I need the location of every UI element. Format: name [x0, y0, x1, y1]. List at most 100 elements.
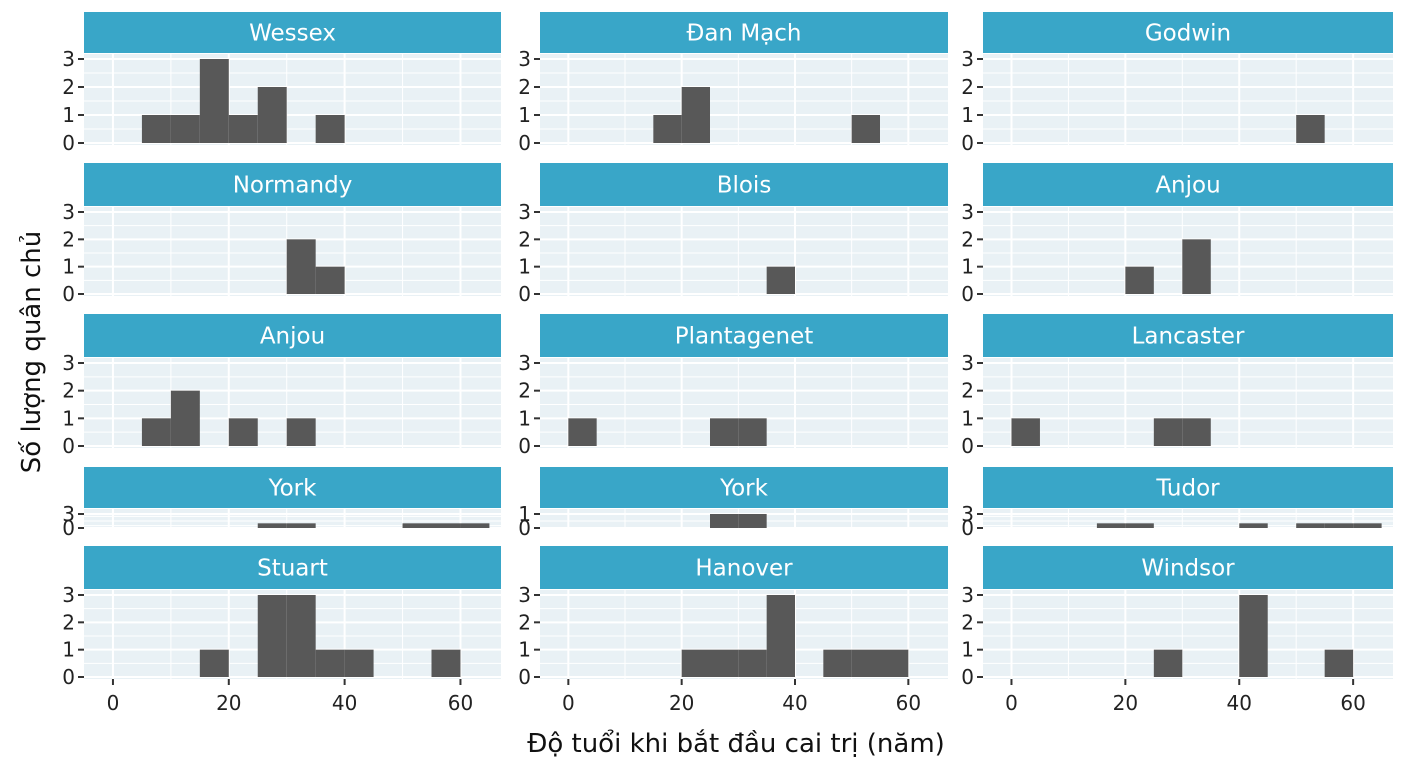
- histogram-bar: [1296, 115, 1325, 143]
- facet-title: York: [719, 476, 769, 502]
- y-tick-label: 1: [62, 406, 75, 430]
- histogram-bar: [1011, 418, 1040, 446]
- histogram-bar: [851, 649, 880, 677]
- facet-strip: [84, 163, 501, 206]
- panel-background: [983, 54, 1393, 145]
- y-tick-label: 3: [961, 47, 974, 71]
- histogram-bar: [766, 595, 795, 677]
- x-tick-label: 0: [562, 691, 575, 715]
- facet-strip: [84, 546, 501, 589]
- histogram-bar: [710, 649, 739, 677]
- y-tick-label: 3: [961, 583, 974, 607]
- y-tick-label: 3: [518, 200, 531, 224]
- histogram-bar: [1153, 418, 1183, 446]
- facet-title: York: [268, 476, 318, 502]
- y-tick-label: 0: [62, 282, 75, 306]
- histogram-bar: [315, 115, 345, 143]
- y-tick-label: 3: [62, 583, 75, 607]
- histogram-bar: [344, 649, 374, 677]
- histogram-bar: [1125, 266, 1154, 294]
- histogram-bar: [1324, 649, 1354, 677]
- facet-title: Lancaster: [1132, 324, 1245, 350]
- y-tick-label: 1: [62, 638, 75, 662]
- histogram-bar: [738, 514, 767, 528]
- facet-panel: Đan Mạch 0 1 2 3: [518, 12, 948, 155]
- y-tick-label: 1: [518, 406, 531, 430]
- histogram-bar: [402, 523, 432, 528]
- facet-panel: Anjou 0 1 2 3: [62, 314, 501, 458]
- facet-strip: [540, 314, 948, 357]
- x-tick-label: 20: [1113, 691, 1138, 715]
- facet-panel: Hanover 0 1 2 3 0 20 40 60: [518, 546, 948, 715]
- histogram-bar: [1324, 523, 1354, 528]
- histogram-bar: [228, 115, 258, 143]
- x-axis-title: Độ tuổi khi bắt đầu cai trị (năm): [527, 728, 945, 759]
- facet-title: Anjou: [1155, 173, 1220, 199]
- histogram-bar: [286, 239, 316, 294]
- facet-strip: [84, 467, 501, 508]
- histogram-bar: [1239, 595, 1268, 677]
- y-tick-label: 2: [961, 610, 974, 634]
- histogram-bar: [460, 523, 490, 528]
- y-tick-label: 1: [62, 255, 75, 279]
- y-tick-label: 0: [518, 131, 531, 155]
- histogram-bar: [1239, 523, 1268, 528]
- facet-title: Anjou: [260, 324, 325, 350]
- y-tick-label: 0: [961, 434, 974, 458]
- y-tick-label: 2: [961, 379, 974, 403]
- facet-title: Hanover: [695, 556, 793, 582]
- histogram-bar: [568, 418, 597, 446]
- facet-title: Plantagenet: [675, 324, 814, 350]
- facet-panel: Stuart 0 1 2 3 0 20 40 60: [62, 546, 501, 715]
- y-tick-label: 1: [961, 255, 974, 279]
- x-tick-label: 20: [216, 691, 241, 715]
- y-tick-label: 3: [62, 200, 75, 224]
- y-tick-label: 2: [518, 227, 531, 251]
- histogram-bar: [286, 523, 316, 528]
- histogram-bar: [286, 595, 316, 677]
- histogram-bar: [1182, 239, 1211, 294]
- facet-panel: Anjou 0 1 2 3: [961, 163, 1393, 306]
- y-tick-label: 0: [518, 516, 531, 540]
- y-tick-label: 0: [62, 131, 75, 155]
- histogram-bar: [1096, 523, 1126, 528]
- panel-background: [540, 54, 948, 145]
- histogram-bar: [681, 87, 710, 143]
- y-tick-label: 2: [518, 379, 531, 403]
- y-tick-label: 2: [518, 610, 531, 634]
- facet-title: Wessex: [249, 21, 336, 47]
- x-tick-label: 60: [448, 691, 473, 715]
- facet-title: Godwin: [1145, 21, 1231, 47]
- facet-strip: [983, 163, 1393, 206]
- x-tick-label: 0: [1005, 691, 1018, 715]
- y-tick-label: 2: [62, 75, 75, 99]
- panel-background: [540, 207, 948, 296]
- x-tick-label: 60: [896, 691, 921, 715]
- y-tick-label: 2: [518, 75, 531, 99]
- histogram-bar: [653, 115, 682, 143]
- y-tick-label: 2: [961, 227, 974, 251]
- facet-panel: York 03: [62, 467, 501, 540]
- y-tick-label: 0: [62, 665, 75, 689]
- histogram-bar: [431, 649, 461, 677]
- y-tick-label: 0: [961, 131, 974, 155]
- histogram-bar: [315, 649, 345, 677]
- y-tick-label: 0: [518, 434, 531, 458]
- facet-panel: Godwin 0 1 2 3: [961, 12, 1393, 155]
- histogram-bar: [257, 595, 287, 677]
- facet-strip: [84, 314, 501, 357]
- y-tick-label: 3: [961, 200, 974, 224]
- y-tick-label: 3: [961, 351, 974, 375]
- histogram-bar: [823, 649, 852, 677]
- y-tick-label: 2: [62, 227, 75, 251]
- y-tick-label: 0: [62, 516, 75, 540]
- y-tick-label: 1: [961, 406, 974, 430]
- y-tick-label: 1: [62, 103, 75, 127]
- x-tick-label: 40: [1227, 691, 1252, 715]
- y-tick-label: 1: [518, 638, 531, 662]
- y-tick-label: 3: [518, 351, 531, 375]
- facet-strip: [540, 12, 948, 53]
- facet-panel: Blois 0 1 2 3: [518, 163, 948, 306]
- x-tick-label: 40: [332, 691, 357, 715]
